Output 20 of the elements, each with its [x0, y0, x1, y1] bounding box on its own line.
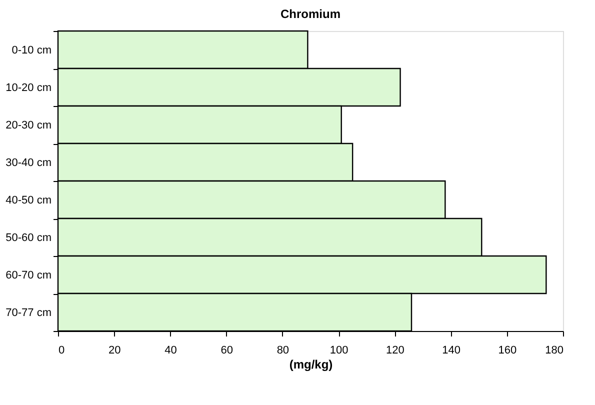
y-tick-label: 50-60 cm [6, 232, 52, 244]
y-tick-label: 70-77 cm [6, 306, 52, 319]
y-tick-label: 0-10 cm [12, 44, 52, 56]
x-tick-label: 120 [386, 344, 404, 356]
x-tick-label: 60 [220, 344, 233, 356]
y-tick-label: 20-30 cm [6, 119, 52, 132]
chart-title: Chromium [280, 7, 340, 21]
x-tick-label: 180 [545, 344, 564, 356]
x-axis-title: (mg/kg) [289, 358, 333, 372]
y-tick-label: 40-50 cm [6, 194, 52, 206]
x-tick-label: 160 [498, 344, 517, 356]
x-tick-label: 80 [276, 344, 290, 356]
y-tick-label: 10-20 cm [6, 82, 52, 94]
y-tick-label: 30-40 cm [6, 156, 52, 169]
x-tick-label: 20 [108, 344, 121, 356]
x-tick-label: 0 [58, 344, 65, 356]
x-tick-label: 140 [442, 344, 460, 356]
x-tick-label: 40 [164, 344, 177, 356]
x-tick-label: 100 [330, 344, 348, 356]
y-tick-label: 60-70 cm [6, 269, 52, 282]
